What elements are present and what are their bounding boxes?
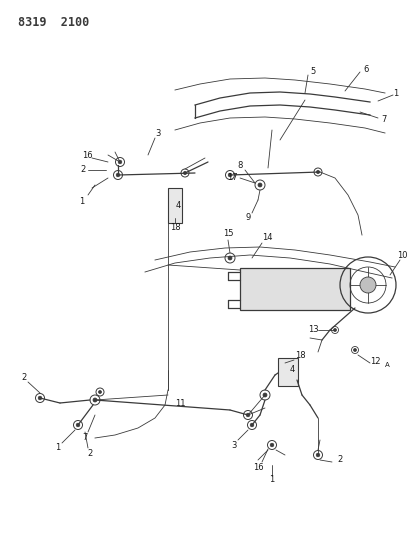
Text: 14: 14 (262, 233, 272, 243)
Text: 3: 3 (155, 128, 161, 138)
Text: 2: 2 (21, 374, 27, 383)
Circle shape (360, 277, 376, 293)
Bar (278, 358, 298, 386)
Circle shape (38, 396, 42, 400)
Text: 1: 1 (269, 475, 275, 484)
Text: 8: 8 (237, 160, 243, 169)
Circle shape (246, 413, 250, 417)
Text: 16: 16 (82, 151, 92, 160)
Text: 16: 16 (253, 464, 263, 472)
Circle shape (118, 160, 122, 164)
Text: 15: 15 (223, 230, 233, 238)
Text: 2: 2 (87, 448, 93, 457)
Text: A: A (385, 362, 389, 368)
Text: 2: 2 (337, 456, 343, 464)
Text: 17: 17 (227, 174, 237, 182)
Text: 7: 7 (82, 432, 88, 441)
Circle shape (353, 349, 357, 351)
Text: 7: 7 (381, 116, 387, 125)
Circle shape (258, 183, 262, 187)
Text: 1: 1 (80, 198, 84, 206)
Text: 8319  2100: 8319 2100 (18, 15, 89, 28)
Text: 12: 12 (370, 358, 380, 367)
Text: 13: 13 (308, 326, 318, 335)
Text: 5: 5 (310, 68, 316, 77)
Bar (240, 268, 350, 310)
Text: 18: 18 (295, 351, 305, 360)
Text: 1: 1 (55, 443, 61, 453)
Circle shape (270, 443, 274, 447)
Circle shape (184, 172, 186, 175)
Text: 2: 2 (80, 166, 86, 174)
Circle shape (76, 423, 80, 427)
Circle shape (333, 328, 337, 332)
Text: 9: 9 (245, 214, 251, 222)
Text: 18: 18 (170, 223, 180, 232)
Circle shape (228, 173, 232, 177)
Circle shape (316, 453, 320, 457)
Text: 10: 10 (397, 252, 407, 261)
Circle shape (98, 391, 102, 393)
Text: 1: 1 (393, 88, 399, 98)
Circle shape (316, 171, 319, 174)
Circle shape (250, 423, 254, 427)
Circle shape (263, 393, 267, 397)
Circle shape (116, 173, 120, 177)
Text: 3: 3 (231, 440, 237, 449)
Circle shape (228, 256, 232, 260)
Circle shape (93, 398, 97, 402)
Text: 4: 4 (289, 366, 295, 375)
Text: 6: 6 (363, 64, 369, 74)
Text: 11: 11 (175, 399, 185, 408)
Bar (168, 188, 182, 223)
Text: 4: 4 (175, 200, 181, 209)
